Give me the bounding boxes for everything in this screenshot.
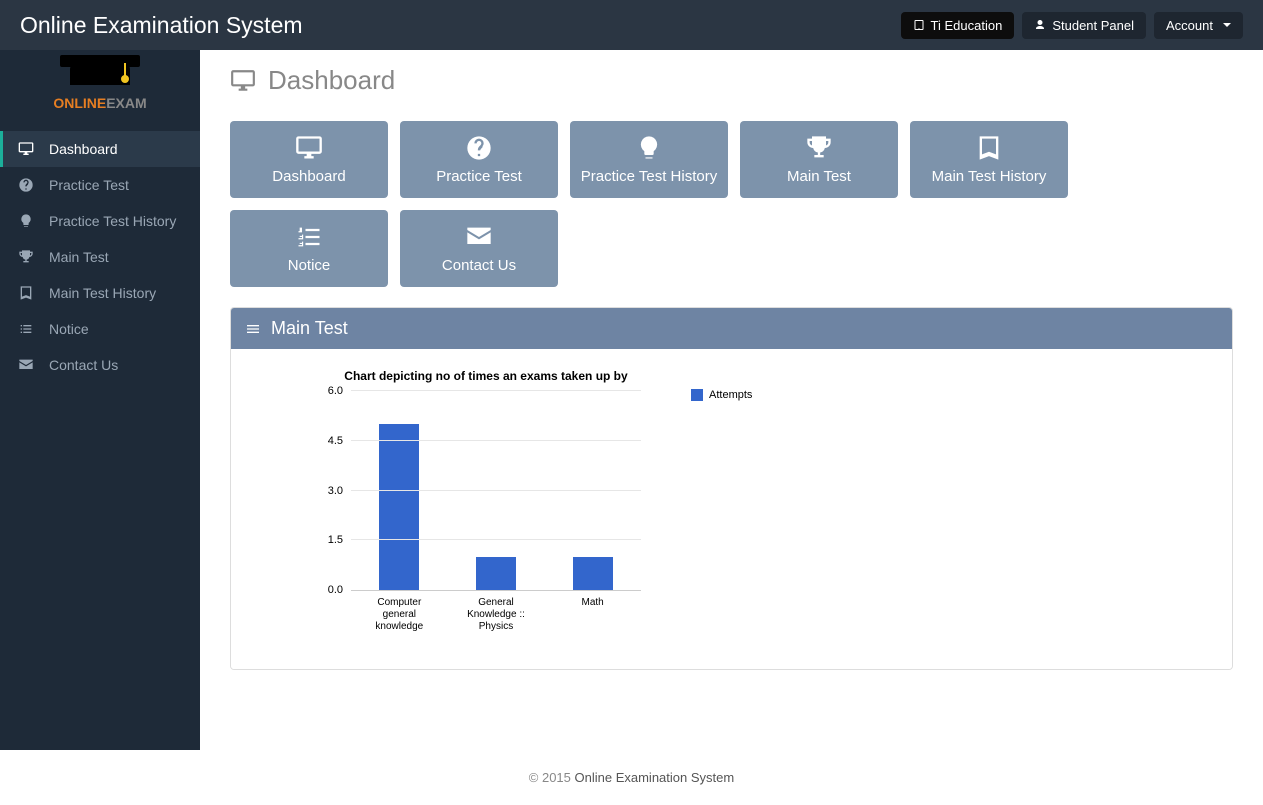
tile-label: Practice Test	[436, 168, 522, 185]
footer-copyright: © 2015	[529, 770, 575, 785]
tile-label: Main Test History	[932, 168, 1047, 185]
bulb-icon	[635, 134, 663, 162]
account-button[interactable]: Account	[1154, 12, 1243, 39]
grad-cap-icon	[70, 65, 130, 85]
y-tick-label: 3.0	[328, 485, 343, 497]
tile-contact-us[interactable]: Contact Us	[400, 210, 558, 287]
brand-title: Online Examination System	[20, 12, 303, 39]
main-content: Dashboard Dashboard Practice Test Practice…	[200, 50, 1263, 750]
sidebar-item-label: Practice Test	[49, 177, 129, 193]
chart-bar	[573, 557, 613, 590]
chart-x-labels: Computer general knowledge General Knowle…	[351, 597, 641, 633]
chart-title: Chart depicting no of times an exams tak…	[341, 369, 631, 383]
bulb-icon	[18, 213, 34, 229]
sidebar-item-practice-test[interactable]: Practice Test	[0, 167, 200, 203]
chart-plot-area: 0.01.53.04.56.0	[351, 391, 641, 591]
sidebar-item-main-test-history[interactable]: Main Test History	[0, 275, 200, 311]
panel-header: Main Test	[231, 308, 1232, 349]
tassel-icon	[124, 63, 126, 78]
sidebar-item-label: Dashboard	[49, 141, 118, 157]
footer: © 2015 Online Examination System	[0, 750, 1263, 805]
ol-list-icon	[295, 223, 323, 251]
envelope-icon	[465, 223, 493, 251]
footer-name: Online Examination System	[575, 770, 735, 785]
page-header: Dashboard	[230, 65, 1233, 106]
sidebar-item-main-test[interactable]: Main Test	[0, 239, 200, 275]
sidebar-item-contact-us[interactable]: Contact Us	[0, 347, 200, 383]
tile-practice-test-history[interactable]: Practice Test History	[570, 121, 728, 198]
main-test-panel: Main Test Chart depicting no of times an…	[230, 307, 1233, 670]
y-tick-label: 0.0	[328, 584, 343, 596]
x-tick-label: Computer general knowledge	[359, 597, 439, 633]
student-panel-button[interactable]: Student Panel	[1022, 12, 1146, 39]
logo-text: ONLINEEXAM	[0, 95, 200, 111]
legend-swatch	[691, 389, 703, 401]
education-label: Ti Education	[931, 18, 1003, 33]
y-tick-label: 1.5	[328, 534, 343, 546]
tile-practice-test[interactable]: Practice Test	[400, 121, 558, 198]
book-icon	[18, 285, 34, 301]
tile-notice[interactable]: Notice	[230, 210, 388, 287]
list-icon	[18, 321, 34, 337]
tile-label: Dashboard	[272, 168, 345, 185]
desktop-icon	[230, 68, 256, 94]
chart-bar	[379, 424, 419, 590]
top-navbar: Online Examination System Ti Education S…	[0, 0, 1263, 50]
trophy-icon	[805, 134, 833, 162]
sidebar-item-dashboard[interactable]: Dashboard	[0, 131, 200, 167]
logo: ONLINEEXAM	[0, 50, 200, 121]
user-icon	[1034, 19, 1046, 31]
panel-body: Chart depicting no of times an exams tak…	[231, 349, 1232, 669]
sidebar: ONLINEEXAM Dashboard Practice Test Practic…	[0, 50, 200, 750]
panel-title: Main Test	[271, 318, 348, 339]
account-label: Account	[1166, 18, 1213, 33]
envelope-icon	[18, 357, 34, 373]
y-tick-label: 4.5	[328, 435, 343, 447]
sidebar-item-label: Contact Us	[49, 357, 118, 373]
tablet-icon	[913, 19, 925, 31]
sidebar-item-label: Main Test History	[49, 285, 156, 301]
question-icon	[18, 177, 34, 193]
tile-main-test[interactable]: Main Test	[740, 121, 898, 198]
question-icon	[465, 134, 493, 162]
legend-label: Attempts	[709, 389, 752, 401]
education-button[interactable]: Ti Education	[901, 12, 1015, 39]
tile-label: Practice Test History	[581, 168, 717, 185]
caret-down-icon	[1223, 23, 1231, 27]
x-tick-label: Math	[553, 597, 633, 633]
sidebar-item-practice-test-history[interactable]: Practice Test History	[0, 203, 200, 239]
tile-main-test-history[interactable]: Main Test History	[910, 121, 1068, 198]
desktop-icon	[18, 141, 34, 157]
sidebar-item-label: Practice Test History	[49, 213, 176, 229]
sidebar-item-label: Notice	[49, 321, 89, 337]
attempts-chart: Chart depicting no of times an exams tak…	[311, 369, 771, 633]
desktop-icon	[295, 134, 323, 162]
chart-legend: Attempts	[691, 389, 752, 401]
page-title-text: Dashboard	[268, 65, 395, 96]
sidebar-item-label: Main Test	[49, 249, 109, 265]
tile-label: Notice	[288, 257, 331, 274]
x-tick-label: General Knowledge :: Physics	[456, 597, 536, 633]
bars-icon	[245, 321, 261, 337]
student-panel-label: Student Panel	[1052, 18, 1134, 33]
dashboard-tiles: Dashboard Practice Test Practice Test Hist…	[230, 121, 1233, 287]
side-nav: Dashboard Practice Test Practice Test Hist…	[0, 131, 200, 383]
trophy-icon	[18, 249, 34, 265]
tile-dashboard[interactable]: Dashboard	[230, 121, 388, 198]
tile-label: Contact Us	[442, 257, 516, 274]
y-tick-label: 6.0	[328, 385, 343, 397]
tile-label: Main Test	[787, 168, 851, 185]
navbar-right: Ti Education Student Panel Account	[901, 12, 1243, 39]
sidebar-item-notice[interactable]: Notice	[0, 311, 200, 347]
chart-bar	[476, 557, 516, 590]
book-icon	[975, 134, 1003, 162]
